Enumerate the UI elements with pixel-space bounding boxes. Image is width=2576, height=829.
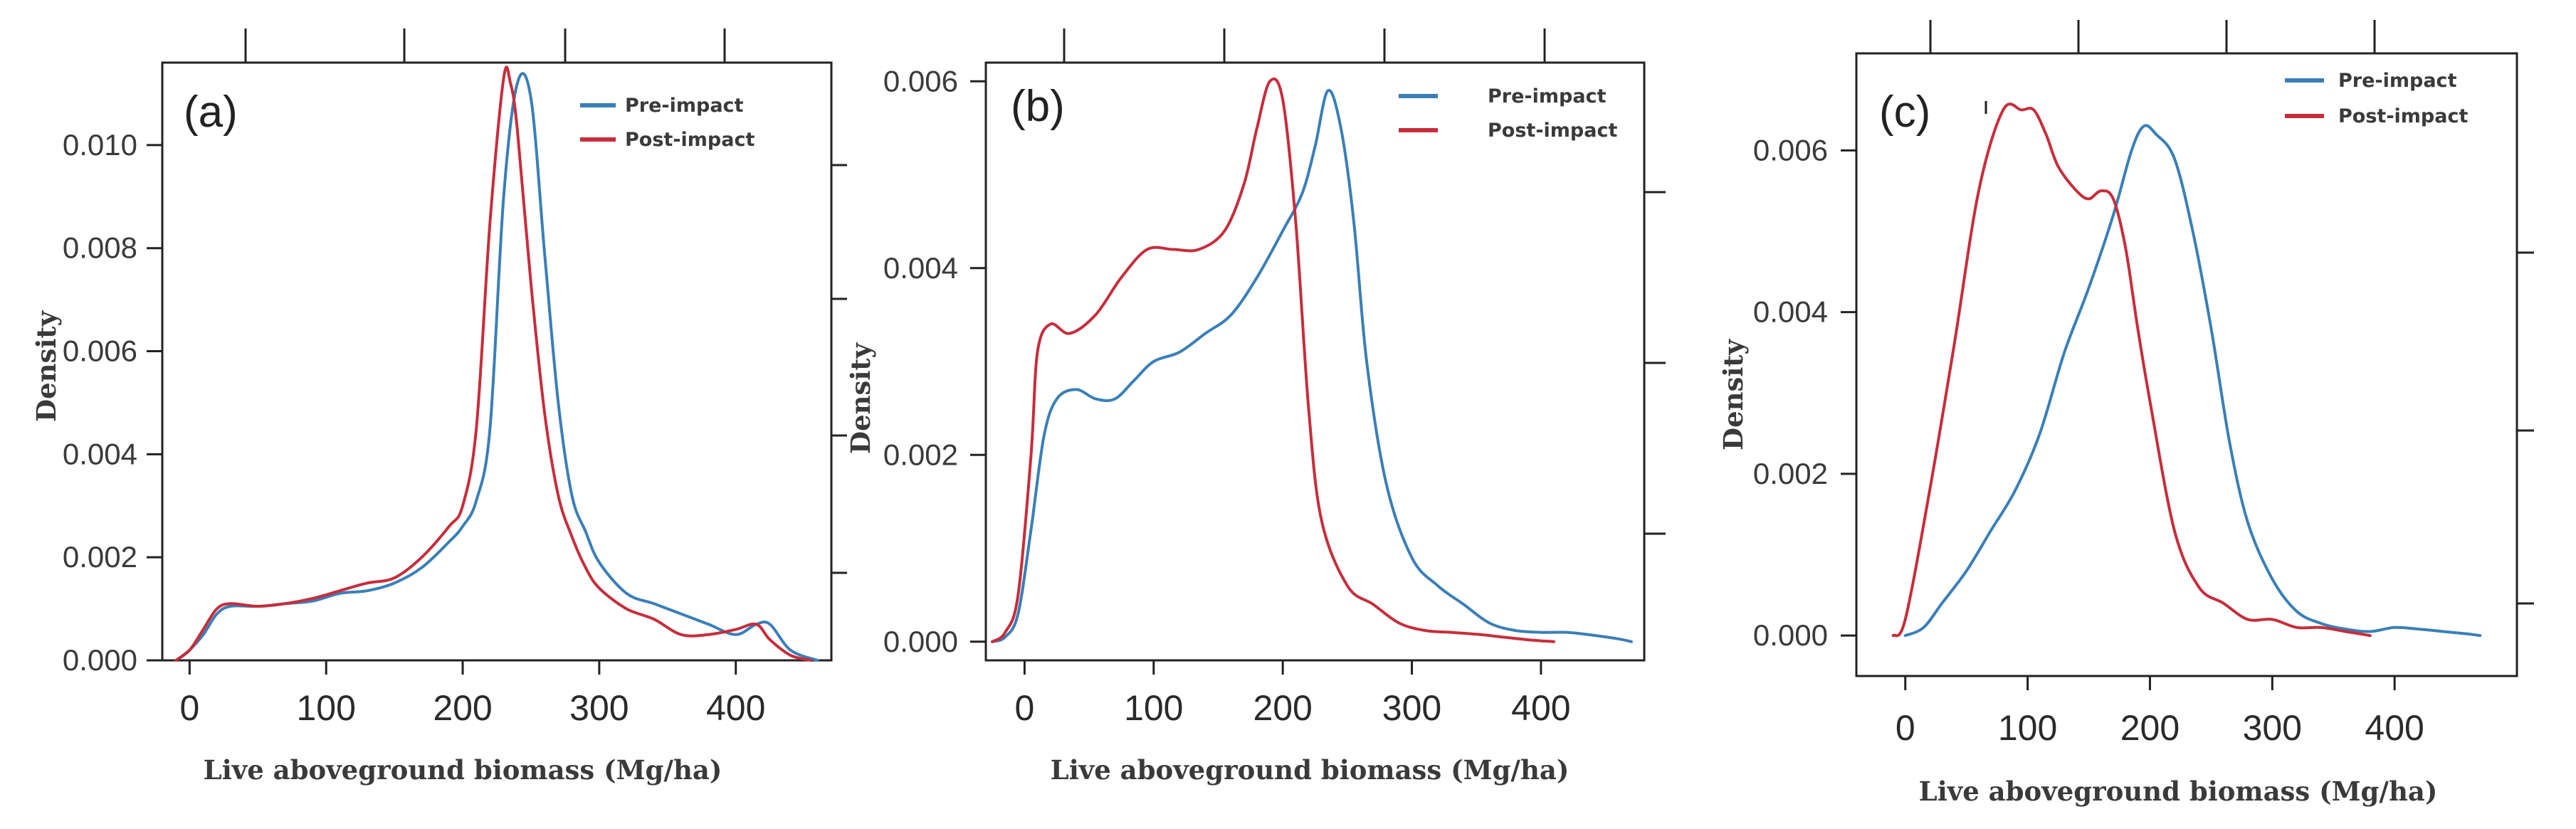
- series-line-pre-impact: [174, 72, 819, 662]
- x-axis-title: Live aboveground biomass (Mg/ha): [204, 754, 722, 786]
- legend: Pre-impact Post-impact: [580, 95, 755, 151]
- x-tick-label: 300: [2243, 708, 2302, 748]
- x-ticks: 0 100 200 300 400: [1896, 676, 2424, 748]
- series-group: [991, 77, 1633, 643]
- legend-label-pre-impact: Pre-impact: [1488, 85, 1607, 107]
- y-tick-label: 0.000: [1753, 618, 1828, 652]
- series-line-post-impact: [1891, 102, 2372, 638]
- y-tick-label: 0.000: [63, 643, 137, 677]
- y-tick-label: 0.006: [883, 64, 958, 97]
- legend: Pre-impact Post-impact: [1399, 85, 1617, 142]
- y-ticks: 0.000 0.002 0.004 0.006: [1753, 133, 1856, 652]
- plot-frame: [161, 61, 833, 662]
- x-tick-label: 0: [1896, 708, 1915, 748]
- y-tick-label: 0.006: [1753, 133, 1828, 167]
- series-line-pre-impact: [1903, 124, 2482, 638]
- x-ticks: 0 100 200 300 400: [179, 660, 765, 728]
- x-tick-label: 200: [433, 688, 492, 728]
- y-axis-title: Density: [1718, 339, 1749, 451]
- y-axis-title: Density: [845, 342, 876, 455]
- plot-frame: [1855, 52, 2518, 677]
- x-tick-label: 200: [1253, 688, 1312, 728]
- y-tick-label: 0.008: [63, 231, 137, 265]
- y-tick-label: 0.004: [63, 437, 137, 470]
- panel-b: 0 100 200 300 400 0.000 0.002 0.004 0.006 (b) P…: [845, 28, 1666, 786]
- series-line-post-impact: [991, 77, 1555, 643]
- x-tick-label: 0: [1015, 688, 1035, 728]
- x-tick-label: 200: [2120, 708, 2180, 748]
- panel-label: (a): [184, 88, 238, 137]
- y-tick-label: 0.006: [63, 334, 137, 368]
- y-tick-label: 0.004: [1753, 295, 1828, 329]
- x-ticks: 0 100 200 300 400: [1015, 660, 1571, 728]
- y-ticks: 0.000 0.002 0.004 0.006 0.008 0.010: [63, 128, 162, 677]
- y-tick-label: 0.002: [63, 540, 137, 574]
- x-tick-label: 100: [1124, 688, 1183, 728]
- legend-label-pre-impact: Pre-impact: [625, 95, 744, 117]
- legend-label-pre-impact: Pre-impact: [2338, 70, 2457, 92]
- y-tick-label: 0.002: [883, 438, 958, 471]
- x-tick-label: 400: [706, 688, 765, 728]
- panel-c: 0 100 200 300 400 0.000 0.002 0.004 0.006 (c) P…: [1718, 20, 2534, 807]
- series-line-post-impact: [174, 65, 813, 662]
- y-tick-label: 0.010: [63, 128, 137, 162]
- panel-label: (c): [1879, 88, 1930, 137]
- y-ticks: 0.000 0.002 0.004 0.006: [883, 64, 986, 658]
- legend-label-post-impact: Post-impact: [625, 129, 755, 151]
- x-tick-label: 300: [569, 688, 629, 728]
- x-tick-label: 400: [1511, 688, 1570, 728]
- x-axis-title: Live aboveground biomass (Mg/ha): [1919, 776, 2438, 807]
- x-tick-label: 100: [296, 688, 355, 728]
- y-axis-title: Density: [31, 310, 62, 423]
- x-axis-title: Live aboveground biomass (Mg/ha): [1051, 754, 1570, 786]
- panel-label: (b): [1011, 82, 1065, 131]
- series-group: [1891, 102, 2482, 638]
- x-tick-label: 0: [179, 688, 199, 728]
- legend-label-post-impact: Post-impact: [2338, 105, 2468, 127]
- x-tick-label: 400: [2365, 708, 2424, 748]
- series-line-pre-impact: [991, 89, 1633, 643]
- legend: Pre-impact Post-impact: [2285, 70, 2468, 127]
- x-tick-label: 300: [1382, 688, 1441, 728]
- y-tick-label: 0.004: [883, 251, 958, 285]
- panel-a: 0 100 200 300 400 0.0000.0020.0040.0060.0080…: [31, 28, 847, 786]
- legend-label-post-impact: Post-impact: [1488, 120, 1617, 142]
- y-tick-label: 0.002: [1753, 457, 1828, 490]
- y-tick-label: 0.000: [883, 625, 958, 658]
- x-tick-label: 100: [1998, 708, 2057, 748]
- plot-frame: [984, 61, 1646, 662]
- series-group: [174, 65, 819, 662]
